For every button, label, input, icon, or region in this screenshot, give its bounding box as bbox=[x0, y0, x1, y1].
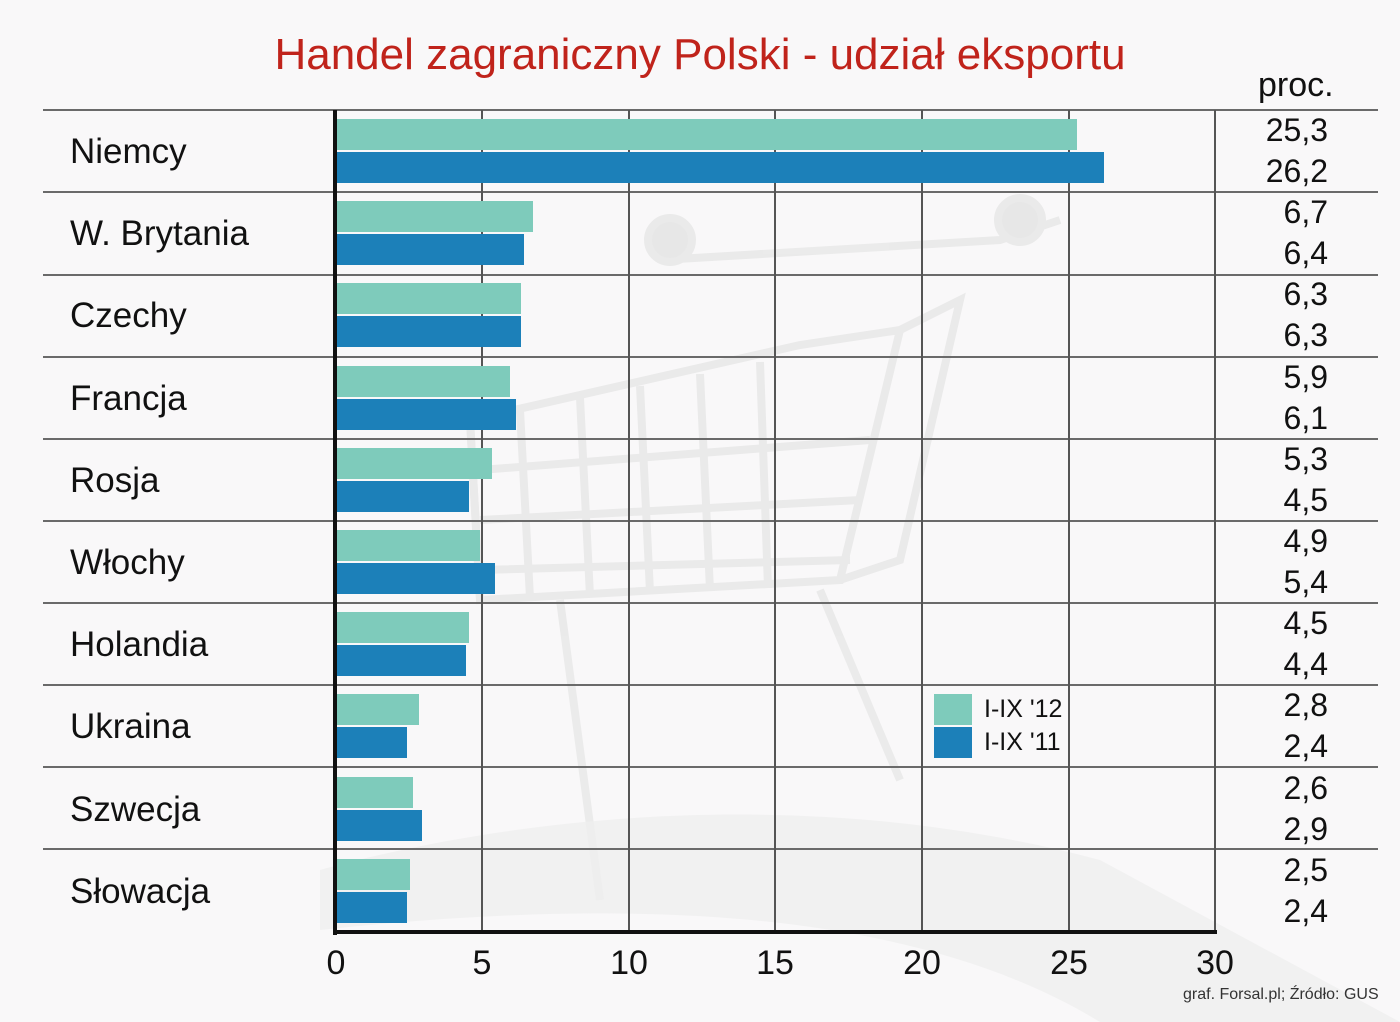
value-label-2011: 2,4 bbox=[1283, 728, 1328, 765]
bar-2012 bbox=[337, 201, 534, 233]
category-row: Włochy 4,9 5,4 bbox=[0, 521, 1400, 603]
row-divider bbox=[43, 274, 1378, 276]
bar-2011 bbox=[337, 316, 522, 348]
value-label-2011: 6,4 bbox=[1283, 235, 1328, 272]
bar-2012 bbox=[337, 365, 510, 397]
category-label: Ukraina bbox=[70, 707, 191, 747]
y-axis bbox=[333, 110, 337, 935]
bar-2011 bbox=[337, 809, 422, 841]
source-note: graf. Forsal.pl; Źródło: GUS bbox=[1183, 986, 1379, 1003]
x-axis bbox=[333, 930, 1217, 934]
value-label-2012: 6,7 bbox=[1283, 194, 1328, 231]
bar-2011 bbox=[337, 891, 408, 923]
category-label: Słowacja bbox=[70, 871, 211, 911]
bar-2011 bbox=[337, 234, 525, 266]
bar-2011 bbox=[337, 152, 1104, 183]
bar-2011 bbox=[337, 727, 408, 759]
x-tick: 0 bbox=[326, 944, 346, 982]
value-label-2011: 6,3 bbox=[1283, 317, 1328, 354]
row-divider bbox=[43, 520, 1378, 522]
category-label: Włochy bbox=[70, 543, 185, 582]
legend-swatch-blue bbox=[934, 727, 972, 758]
row-divider bbox=[43, 191, 1378, 193]
gridline-5 bbox=[481, 110, 483, 932]
row-divider bbox=[43, 602, 1378, 604]
bar-2012 bbox=[337, 776, 414, 808]
value-label-2012: 5,9 bbox=[1283, 358, 1328, 395]
x-tick: 10 bbox=[610, 944, 648, 982]
bar-2011 bbox=[337, 563, 496, 594]
value-label-2011: 4,5 bbox=[1283, 481, 1328, 518]
gridline-30 bbox=[1214, 110, 1216, 932]
row-divider bbox=[43, 848, 1378, 850]
value-label-2011: 5,4 bbox=[1283, 564, 1328, 600]
value-label-2011: 2,4 bbox=[1283, 892, 1328, 929]
bar-2012 bbox=[337, 119, 1078, 150]
x-tick: 20 bbox=[903, 944, 941, 982]
value-label-2012: 4,5 bbox=[1283, 605, 1328, 642]
category-row: Ukraina 2,8 2,4 bbox=[0, 685, 1400, 767]
bar-2011 bbox=[337, 480, 469, 512]
value-label-2012: 2,6 bbox=[1283, 769, 1328, 806]
x-tick: 5 bbox=[472, 944, 492, 982]
bar-2011 bbox=[337, 645, 466, 677]
x-tick: 25 bbox=[1050, 944, 1088, 982]
bar-2012 bbox=[337, 612, 469, 644]
unit-label: proc. bbox=[1258, 66, 1334, 104]
value-label-2012: 2,5 bbox=[1283, 851, 1328, 888]
value-label-2011: 4,4 bbox=[1283, 646, 1328, 683]
gridline-20 bbox=[921, 110, 923, 932]
category-label: W. Brytania bbox=[70, 214, 249, 254]
bar-2012 bbox=[337, 858, 411, 890]
category-label: Niemcy bbox=[70, 132, 187, 171]
gridline-15 bbox=[774, 110, 776, 932]
row-divider bbox=[43, 109, 1378, 111]
value-label-2012: 25,3 bbox=[1265, 112, 1328, 148]
category-row: Czechy 6,3 6,3 bbox=[0, 274, 1400, 356]
category-row: Słowacja 2,5 2,4 bbox=[0, 850, 1400, 932]
row-divider bbox=[43, 684, 1378, 686]
value-label-2011: 2,9 bbox=[1283, 810, 1328, 847]
x-tick: 30 bbox=[1196, 944, 1234, 982]
gridline-10 bbox=[628, 110, 630, 932]
category-row: W. Brytania 6,7 6,4 bbox=[0, 192, 1400, 274]
chart-title: Handel zagraniczny Polski - udział ekspo… bbox=[274, 30, 1126, 79]
row-divider bbox=[43, 766, 1378, 768]
category-label: Szwecja bbox=[70, 789, 201, 829]
category-label: Francja bbox=[70, 378, 187, 418]
category-row: Holandia 4,5 4,4 bbox=[0, 603, 1400, 685]
row-divider bbox=[43, 438, 1378, 440]
bar-2012 bbox=[337, 694, 419, 726]
bar-2012 bbox=[337, 447, 493, 479]
value-label-2012: 4,9 bbox=[1283, 523, 1328, 559]
category-label: Holandia bbox=[70, 625, 209, 665]
bar-2011 bbox=[337, 398, 516, 430]
category-row: Niemcy 25,3 26,2 bbox=[0, 110, 1400, 192]
category-row: Rosja 5,3 4,5 bbox=[0, 439, 1400, 521]
value-label-2012: 2,8 bbox=[1283, 687, 1328, 724]
legend-swatch-teal bbox=[934, 694, 972, 725]
category-label: Rosja bbox=[70, 460, 160, 500]
bar-2012 bbox=[337, 530, 481, 561]
category-row: Szwecja 2,6 2,9 bbox=[0, 768, 1400, 850]
value-label-2012: 5,3 bbox=[1283, 440, 1328, 477]
x-tick: 15 bbox=[756, 944, 794, 982]
bar-2012 bbox=[337, 283, 522, 315]
value-label-2011: 6,1 bbox=[1283, 399, 1328, 436]
gridline-25 bbox=[1068, 110, 1070, 932]
value-label-2011: 26,2 bbox=[1265, 153, 1328, 189]
value-label-2012: 6,3 bbox=[1283, 276, 1328, 313]
row-divider bbox=[43, 356, 1378, 358]
category-row: Francja 5,9 6,1 bbox=[0, 357, 1400, 439]
category-label: Czechy bbox=[70, 296, 187, 336]
